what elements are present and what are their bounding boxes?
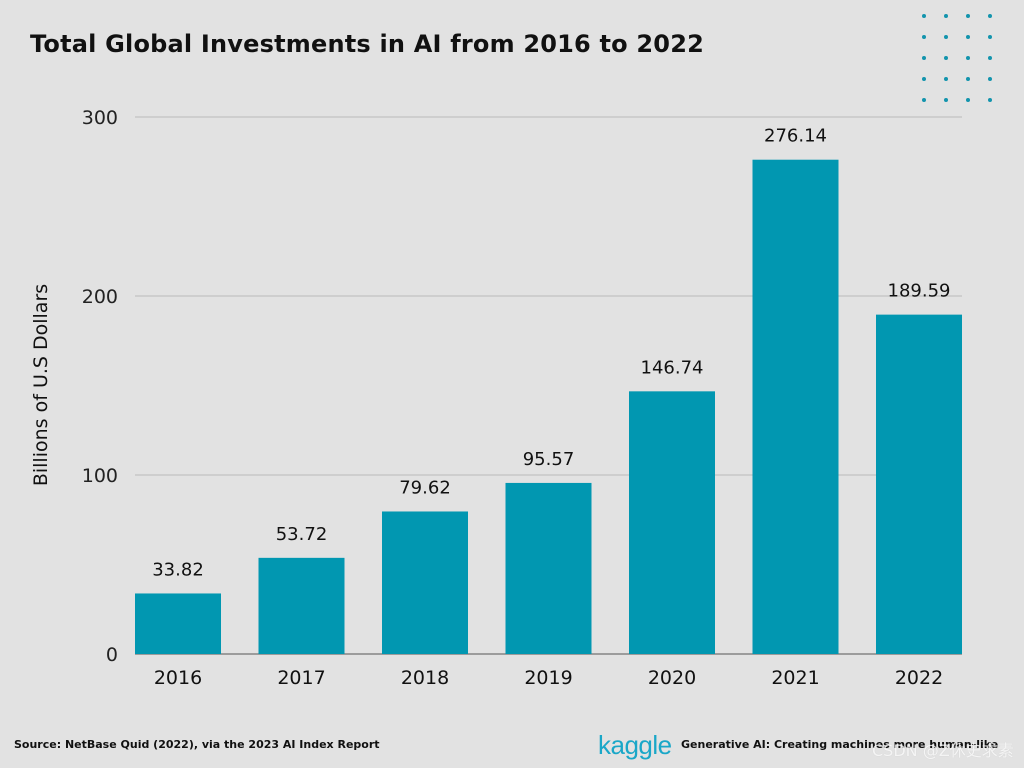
x-tick-label-2018: 2018 bbox=[401, 667, 449, 689]
decorative-dot bbox=[944, 98, 948, 102]
decorative-dot bbox=[944, 14, 948, 18]
y-tick-label: 0 bbox=[106, 644, 118, 666]
decorative-dot bbox=[922, 56, 926, 60]
chart-title: Total Global Investments in AI from 2016… bbox=[30, 30, 704, 58]
decorative-dot bbox=[966, 56, 970, 60]
y-axis-label: Billions of U.S Dollars bbox=[30, 283, 52, 487]
data-label-2020: 146.74 bbox=[641, 357, 704, 378]
decorative-dot bbox=[944, 56, 948, 60]
x-tick-label-2017: 2017 bbox=[277, 667, 325, 689]
data-label-2018: 79.62 bbox=[399, 477, 451, 498]
bar-2021 bbox=[752, 159, 839, 654]
kaggle-logo: kaggle bbox=[598, 730, 672, 760]
y-tick-label: 200 bbox=[82, 286, 118, 308]
decorative-dot bbox=[922, 98, 926, 102]
decorative-dot bbox=[922, 77, 926, 81]
y-tick-label: 100 bbox=[82, 465, 118, 487]
decorative-dot bbox=[966, 35, 970, 39]
decorative-dot bbox=[944, 35, 948, 39]
decorative-dot bbox=[922, 14, 926, 18]
data-label-2021: 276.14 bbox=[764, 126, 827, 147]
bar-2020 bbox=[629, 391, 715, 654]
decorative-dot bbox=[988, 14, 992, 18]
data-label-2019: 95.57 bbox=[523, 449, 575, 470]
csdn-watermark: CSDN @Z休史求素 bbox=[872, 741, 1014, 760]
data-label-2022: 189.59 bbox=[888, 281, 951, 302]
x-tick-label-2016: 2016 bbox=[154, 667, 202, 689]
data-label-2017: 53.72 bbox=[276, 524, 328, 545]
decorative-dot bbox=[922, 35, 926, 39]
bar-2016 bbox=[135, 593, 221, 654]
decorative-dot bbox=[966, 98, 970, 102]
decorative-dot-grid bbox=[914, 8, 1004, 108]
bar-2022 bbox=[876, 314, 962, 654]
x-tick-label-2019: 2019 bbox=[524, 667, 572, 689]
x-tick-label-2021: 2021 bbox=[771, 667, 819, 689]
decorative-dot bbox=[988, 56, 992, 60]
decorative-dot bbox=[988, 35, 992, 39]
source-note: Source: NetBase Quid (2022), via the 202… bbox=[14, 738, 380, 751]
decorative-dot bbox=[988, 77, 992, 81]
decorative-dot bbox=[966, 77, 970, 81]
data-label-2016: 33.82 bbox=[152, 559, 204, 580]
x-tick-label-2020: 2020 bbox=[648, 667, 696, 689]
decorative-dot bbox=[944, 77, 948, 81]
bar-2019 bbox=[505, 482, 592, 654]
decorative-dot bbox=[988, 98, 992, 102]
bar-2017 bbox=[258, 557, 345, 654]
decorative-dot bbox=[966, 14, 970, 18]
bar-2018 bbox=[382, 511, 468, 654]
x-tick-label-2022: 2022 bbox=[895, 667, 943, 689]
y-tick-label: 300 bbox=[82, 107, 118, 129]
footer-tagline: Generative AI: Creating machines more hu… bbox=[681, 738, 999, 751]
